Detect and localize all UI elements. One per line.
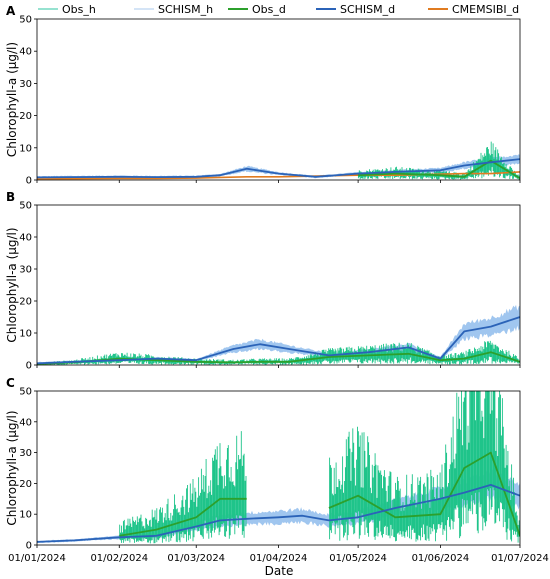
- x-tick-label: 01/04/2024: [250, 553, 308, 564]
- legend-item: CMEMSIBI_d: [428, 3, 519, 16]
- y-axis-label: Chlorophyll-a (μg/l): [5, 410, 19, 525]
- panel-label: B: [6, 190, 15, 204]
- y-axis-label: Chlorophyll-a (μg/l): [5, 42, 19, 157]
- panel-label: C: [6, 376, 15, 390]
- y-tick-label: 20: [19, 297, 32, 308]
- legend-item: SCHISM_d: [316, 3, 395, 16]
- y-tick-label: 10: [19, 143, 32, 154]
- series-schism-daily: [37, 316, 520, 365]
- legend-item: SCHISM_h: [134, 3, 213, 16]
- series-cmemsibi-daily: [37, 171, 520, 180]
- y-tick-label: 30: [19, 448, 32, 459]
- y-tick-label: 10: [19, 510, 32, 521]
- legend-label: Obs_h: [62, 3, 96, 16]
- y-tick-label: 40: [19, 47, 32, 58]
- y-tick-label: 50: [19, 15, 32, 26]
- x-tick-label: 01/06/2024: [412, 553, 470, 564]
- legend-item: Obs_h: [38, 3, 96, 16]
- x-tick-label: 01/05/2024: [329, 553, 387, 564]
- y-tick-label: 20: [19, 479, 32, 490]
- x-tick-label: 01/07/2024: [491, 553, 549, 564]
- y-axis-label: Chlorophyll-a (μg/l): [5, 227, 19, 342]
- x-tick-label: 01/02/2024: [90, 553, 148, 564]
- y-tick-label: 0: [26, 176, 32, 187]
- legend: Obs_h SCHISM_h Obs_d SCHISM_d CMEMSIBI_d: [38, 3, 519, 16]
- chart-panel-B: 0 10 20 30 40 50 B Chlorophyll-a (μg/l): [5, 190, 521, 372]
- y-tick-label: 0: [26, 541, 32, 552]
- legend-label: SCHISM_h: [158, 3, 213, 16]
- legend-label: CMEMSIBI_d: [452, 3, 519, 16]
- series-schism-daily: [37, 484, 520, 543]
- chart-panel-A: 0 10 20 30 40 50A Chlorophyll-a (μg/l): [5, 4, 521, 187]
- y-tick-label: 30: [19, 79, 32, 90]
- y-tick-label: 50: [19, 201, 32, 212]
- y-tick-label: 10: [19, 329, 32, 340]
- y-tick-label: 50: [19, 387, 32, 398]
- series-obs-daily: [119, 451, 520, 537]
- y-tick-label: 30: [19, 265, 32, 276]
- x-axis-label: Date: [265, 564, 294, 578]
- y-tick-label: 40: [19, 417, 32, 428]
- legend-item: Obs_d: [228, 3, 286, 16]
- plot-frame: [36, 204, 521, 366]
- plot-frame: [36, 18, 521, 181]
- y-tick-label: 0: [26, 361, 32, 372]
- y-tick-label: 20: [19, 111, 32, 122]
- x-tick-label: 01/01/2024: [8, 553, 66, 564]
- legend-label: SCHISM_d: [340, 3, 395, 16]
- chart-panel-C: 0 10 20 30 40 50 01/01/2024 01/02/2024 01/03/202…: [5, 376, 549, 564]
- series-obs-daily: [358, 159, 520, 180]
- x-tick-label: 01/03/2024: [167, 553, 225, 564]
- panel-label: A: [6, 4, 16, 18]
- legend-label: Obs_d: [252, 3, 286, 16]
- y-tick-label: 40: [19, 233, 32, 244]
- series-schism-daily: [37, 158, 520, 179]
